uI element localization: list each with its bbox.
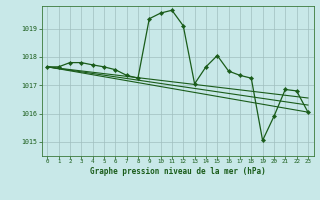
X-axis label: Graphe pression niveau de la mer (hPa): Graphe pression niveau de la mer (hPa) — [90, 167, 266, 176]
